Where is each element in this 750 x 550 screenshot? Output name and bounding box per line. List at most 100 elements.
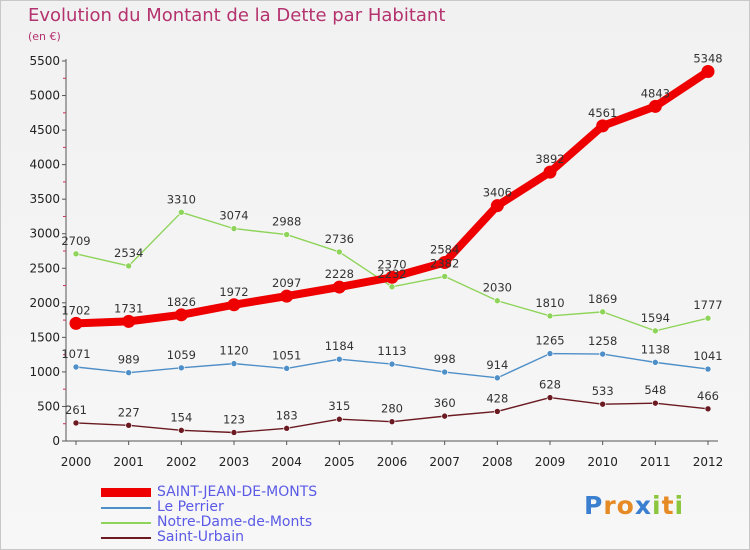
x-tick-label: 2005	[324, 455, 355, 469]
data-point	[72, 250, 80, 258]
data-label: 3310	[167, 192, 196, 206]
data-point	[438, 255, 452, 269]
data-label: 154	[170, 410, 192, 424]
data-point	[283, 365, 290, 372]
x-tick-label: 2009	[535, 455, 566, 469]
data-label: 1059	[167, 348, 196, 362]
data-label: 2232	[377, 267, 406, 281]
data-label: 2534	[114, 246, 143, 260]
data-label: 533	[592, 384, 614, 398]
data-label: 1869	[588, 292, 617, 306]
data-point	[122, 314, 136, 328]
y-tick-label: 5000	[29, 89, 60, 103]
data-point	[652, 399, 659, 407]
data-point	[336, 415, 343, 423]
data-label: 1826	[167, 295, 196, 309]
x-tick-label: 2003	[219, 455, 250, 469]
data-point	[599, 350, 606, 358]
data-point	[648, 99, 662, 113]
x-tick-label: 2006	[377, 455, 408, 469]
data-label: 1972	[219, 285, 248, 299]
legend-swatch	[101, 488, 151, 497]
data-label: 1777	[693, 298, 722, 312]
data-point	[227, 298, 241, 312]
y-tick-label: 5500	[29, 54, 60, 68]
data-label: 1810	[535, 296, 564, 310]
y-tick-label: 500	[37, 399, 60, 413]
legend-swatch	[101, 506, 151, 509]
data-point	[178, 209, 185, 216]
data-label: 4561	[588, 106, 617, 120]
data-label: 1071	[61, 347, 90, 361]
x-tick-label: 2000	[61, 455, 92, 469]
chart-subtitle: (en €)	[28, 30, 61, 43]
data-label: 628	[539, 378, 561, 392]
data-point	[125, 422, 132, 429]
data-point	[494, 297, 501, 305]
data-label: 914	[486, 358, 508, 372]
data-point	[388, 283, 396, 291]
data-point	[704, 314, 712, 322]
data-point	[652, 359, 659, 366]
data-point	[546, 312, 554, 320]
data-point	[388, 418, 396, 425]
data-label: 2988	[272, 215, 301, 229]
data-label: 3892	[535, 152, 564, 166]
data-label: 1702	[61, 303, 90, 317]
data-point	[599, 308, 606, 316]
data-label: 280	[381, 402, 403, 416]
data-label: 2584	[430, 242, 459, 256]
data-point	[652, 327, 659, 335]
data-point	[704, 365, 712, 373]
data-point	[72, 363, 80, 371]
x-tick-label: 2008	[482, 455, 513, 469]
data-label: 227	[118, 405, 140, 419]
data-label: 998	[434, 352, 456, 366]
data-point	[178, 427, 185, 434]
data-label: 428	[486, 391, 508, 405]
x-tick-label: 2004	[271, 455, 302, 469]
legend-item: Saint-Urbain	[101, 530, 317, 545]
data-point	[69, 316, 83, 330]
data-label: 5348	[693, 52, 722, 66]
data-point	[701, 65, 715, 79]
data-point	[230, 360, 238, 367]
legend-item: Notre-Dame-de-Monts	[101, 515, 317, 530]
data-label: 3074	[219, 209, 248, 223]
x-tick-label: 2010	[587, 455, 618, 469]
legend-item: SAINT-JEAN-DE-MONTS	[101, 485, 317, 500]
data-label: 2382	[430, 256, 459, 270]
data-point	[490, 199, 504, 213]
data-label: 1184	[325, 339, 354, 353]
data-label: 261	[65, 403, 87, 417]
data-label: 1113	[377, 344, 406, 358]
data-label: 2097	[272, 276, 301, 290]
x-tick-label: 2001	[113, 455, 144, 469]
data-point	[230, 429, 238, 436]
data-point	[441, 368, 448, 376]
y-tick-label: 3500	[29, 192, 60, 206]
data-label: 466	[697, 389, 719, 403]
y-tick-label: 1000	[29, 365, 60, 379]
legend-label: SAINT-JEAN-DE-MONTS	[157, 484, 318, 500]
data-point	[385, 270, 399, 284]
data-label: 2370	[377, 257, 406, 271]
data-label: 3406	[483, 186, 512, 200]
y-tick-label: 1500	[29, 330, 60, 344]
y-tick-label: 2000	[29, 296, 60, 310]
y-tick-label: 4500	[29, 123, 60, 137]
chart-legend: SAINT-JEAN-DE-MONTS Le Perrier Notre-Dam…	[101, 485, 317, 545]
data-label: 1731	[114, 301, 143, 315]
data-point	[494, 408, 501, 415]
data-point	[441, 273, 448, 280]
data-point	[336, 248, 343, 256]
data-label: 2030	[483, 281, 512, 295]
data-label: 1138	[641, 342, 670, 356]
y-tick-label: 2500	[29, 261, 60, 275]
data-point	[543, 165, 557, 179]
data-point	[494, 374, 501, 382]
data-label: 183	[276, 408, 298, 422]
legend-item: Le Perrier	[101, 500, 317, 515]
data-point	[125, 369, 132, 376]
